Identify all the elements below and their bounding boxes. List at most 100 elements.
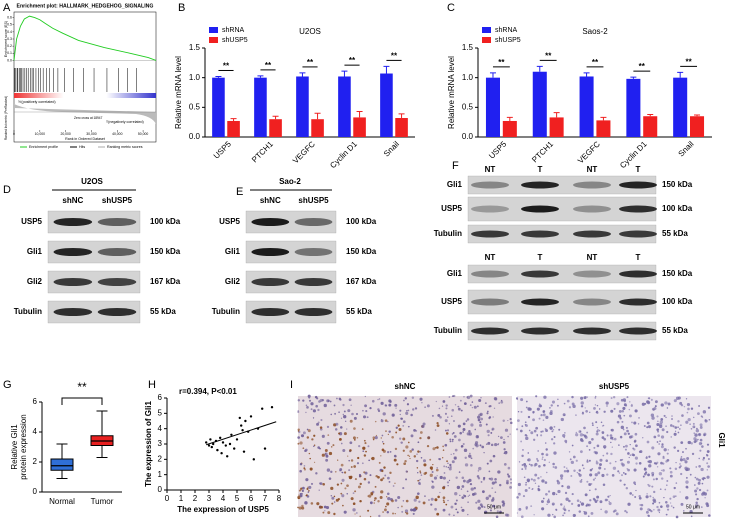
cell: [527, 407, 531, 411]
cell: [510, 421, 513, 425]
cell: [299, 493, 302, 495]
cell: [583, 510, 585, 513]
cell: [562, 433, 566, 438]
cell: [473, 487, 476, 490]
cell: [542, 497, 545, 500]
cell: [603, 410, 606, 413]
cell: [621, 474, 623, 477]
cell: [424, 471, 428, 475]
cell: [333, 423, 337, 427]
cell: [402, 424, 405, 427]
y-tick-label: 5: [158, 408, 163, 417]
cell: [646, 455, 648, 458]
error-bar: [536, 65, 543, 72]
cell: [368, 494, 372, 498]
cell: [489, 477, 494, 481]
cell: [500, 400, 504, 404]
cell: [685, 420, 689, 424]
cell: [603, 437, 607, 441]
cell: [309, 457, 311, 460]
cell: [586, 459, 589, 461]
cell: [699, 426, 703, 429]
cell: [369, 474, 372, 477]
cell: [609, 494, 611, 497]
cell: [579, 433, 584, 437]
cell: [656, 428, 659, 432]
cell: [468, 429, 471, 433]
cell: [681, 451, 684, 454]
cell: [431, 485, 435, 489]
cell: [378, 461, 381, 464]
cell: [610, 441, 612, 444]
cell: [656, 466, 659, 468]
cell: [570, 460, 574, 465]
scale-label: 50 μm: [487, 504, 501, 510]
cell: [701, 445, 704, 448]
cell: [434, 429, 437, 431]
cell: [542, 419, 545, 421]
x-tick-label: 7: [263, 494, 268, 503]
cell: [354, 490, 357, 493]
cell: [520, 410, 523, 413]
cell: [392, 512, 395, 515]
cell: [692, 416, 695, 419]
cell: [335, 422, 339, 426]
cell: [324, 510, 326, 512]
cell: [313, 445, 315, 447]
size-label: 100 kDa: [662, 204, 693, 213]
cell: [596, 444, 600, 448]
cell: [702, 479, 705, 481]
cell: [402, 449, 405, 452]
cell: [394, 447, 398, 451]
cell: [323, 403, 327, 408]
lane-label: NT: [587, 165, 598, 174]
cell: [536, 407, 540, 411]
cell: [448, 423, 450, 425]
cell: [550, 404, 553, 407]
cell: [312, 417, 315, 419]
cell: [539, 404, 543, 408]
ihc-group: shUSP5: [599, 382, 630, 391]
cell: [594, 488, 597, 491]
cell: [356, 436, 359, 439]
size-label: 150 kDa: [662, 180, 693, 189]
cell: [326, 425, 330, 428]
cell: [676, 449, 680, 453]
cell: [612, 466, 617, 470]
cell: [672, 506, 675, 509]
cell: [491, 481, 495, 485]
blot-band: [619, 205, 657, 213]
cell: [685, 480, 689, 484]
size-label: 150 kDa: [662, 269, 693, 278]
cell: [448, 479, 451, 482]
cell: [577, 504, 581, 507]
point: [240, 424, 243, 427]
x-tick-label: Cyclin D1: [328, 139, 359, 170]
cell: [629, 443, 631, 446]
cell: [326, 468, 331, 472]
cell: [399, 437, 402, 440]
cell: [423, 459, 427, 463]
cell: [619, 459, 623, 462]
panel-letter: C: [447, 2, 455, 14]
cell: [300, 434, 305, 438]
cell: [415, 495, 419, 500]
cell: [578, 469, 582, 472]
cell: [419, 431, 423, 434]
cell: [340, 492, 343, 495]
cell: [547, 513, 551, 517]
cell: [321, 434, 325, 438]
cell: [627, 468, 630, 472]
x-tick-label: USP5: [212, 139, 234, 161]
point: [238, 416, 241, 420]
cell: [549, 406, 551, 409]
point: [263, 447, 267, 450]
cell: [634, 495, 637, 498]
cell: [628, 408, 631, 411]
cell: [543, 395, 547, 399]
point: [224, 444, 227, 447]
cell: [694, 433, 698, 437]
cell: [629, 492, 632, 495]
cell: [673, 486, 676, 490]
cell: [594, 395, 597, 398]
